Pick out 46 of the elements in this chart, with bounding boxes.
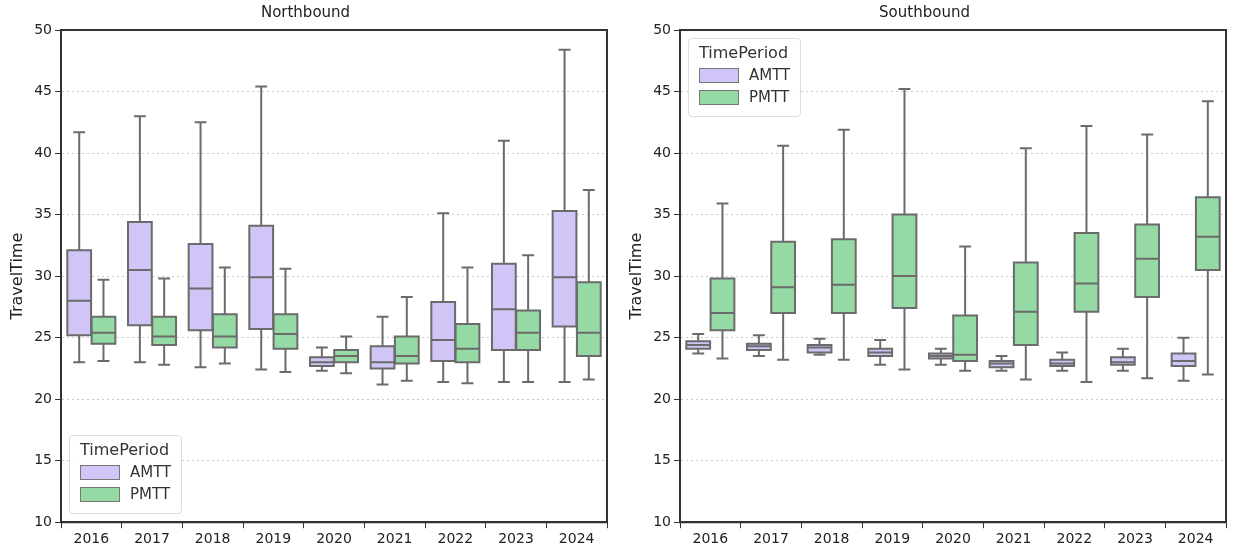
- x-tick-label: 2017: [134, 530, 170, 547]
- x-tick-label: 2020: [316, 530, 352, 547]
- y-tick-label: 45: [34, 82, 53, 99]
- x-tick-label: 2019: [255, 530, 292, 547]
- x-tick-label: 2023: [498, 530, 534, 547]
- y-tick-label: 15: [34, 451, 53, 468]
- x-tick-label: 2022: [1056, 530, 1093, 547]
- chart-title: Southbound: [879, 2, 970, 21]
- legend-title: TimePeriod: [80, 440, 171, 460]
- y-tick-label: 30: [34, 266, 53, 283]
- x-tick-label: 2018: [813, 530, 850, 547]
- x-tick-label: 2021: [995, 530, 1032, 547]
- x-tick-label: 2019: [874, 530, 911, 547]
- y-tick-label: 45: [653, 82, 672, 99]
- x-tick-label: 2017: [753, 530, 789, 547]
- x-tick-label: 2024: [558, 530, 595, 547]
- y-tick-label: 20: [653, 389, 672, 406]
- x-tick-label: 2022: [437, 530, 474, 547]
- legend-label: PMTT: [749, 88, 790, 106]
- y-tick-label: 15: [653, 451, 672, 468]
- legend-label: PMTT: [130, 485, 171, 504]
- y-tick-label: 30: [653, 266, 672, 283]
- y-tick-label: 40: [653, 143, 672, 160]
- x-tick-label: 2016: [73, 530, 110, 547]
- x-tick-label: 2020: [935, 530, 971, 547]
- y-tick-label: 35: [34, 205, 53, 222]
- y-tick-label: 10: [34, 512, 53, 529]
- y-tick-label: 20: [34, 389, 53, 406]
- y-axis-title: TravelTime: [625, 232, 645, 321]
- y-tick-label: 25: [653, 328, 672, 345]
- y-tick-label: 10: [653, 512, 672, 529]
- y-tick-label: 25: [34, 328, 53, 345]
- chart-title: Northbound: [260, 2, 351, 21]
- y-tick-label: 50: [653, 20, 672, 37]
- y-tick-label: 35: [653, 205, 672, 222]
- legend-title: TimePeriod: [699, 43, 790, 62]
- y-axis-title: TravelTime: [6, 232, 26, 321]
- x-tick-label: 2018: [194, 530, 231, 547]
- x-tick-label: 2024: [1177, 530, 1214, 547]
- legend-label: AMTT: [749, 66, 791, 84]
- x-tick-label: 2021: [376, 530, 413, 547]
- x-tick-label: 2016: [692, 530, 729, 547]
- x-tick-label: 2023: [1117, 530, 1153, 547]
- y-tick-label: 50: [34, 20, 53, 37]
- y-tick-label: 40: [34, 143, 53, 160]
- legend-label: AMTT: [130, 463, 172, 482]
